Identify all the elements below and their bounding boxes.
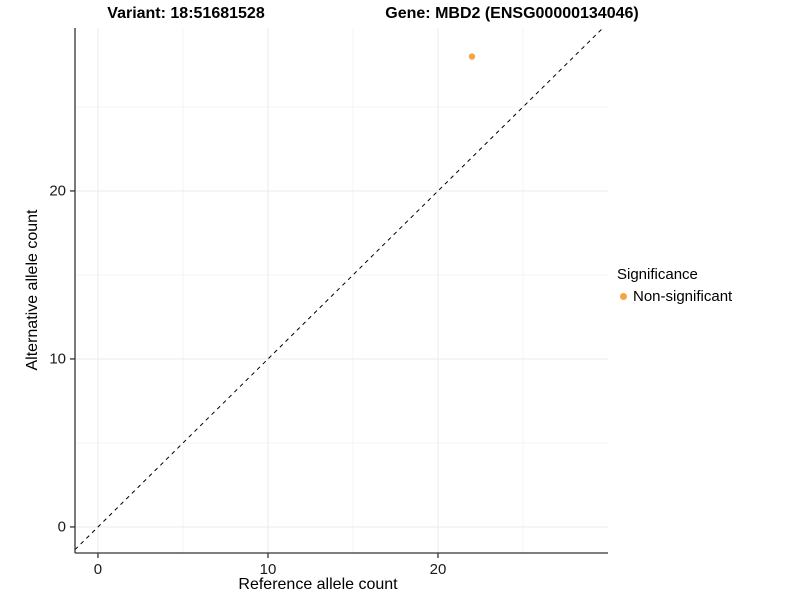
legend-item-label: Non-significant — [633, 288, 733, 305]
y-tick-label: 10 — [49, 350, 66, 368]
legend: Significance Non-significant — [617, 266, 732, 305]
identity-line — [74, 27, 604, 550]
plot-title-gene: Gene: MBD2 (ENSG00000134046) — [385, 5, 639, 22]
x-tick-label: 0 — [93, 561, 103, 578]
plot-title-variant: Variant: 18:51681528 — [107, 5, 265, 22]
legend-item: Non-significant — [620, 288, 732, 305]
y-axis-title: Alternative allele count — [24, 209, 41, 371]
legend-swatch-icon — [620, 293, 627, 300]
y-tick-label: 20 — [49, 182, 66, 200]
data-point — [468, 53, 476, 60]
x-tick-label: 20 — [429, 561, 447, 578]
legend-items: Non-significant — [617, 288, 732, 305]
y-tick-label: 0 — [57, 518, 66, 536]
legend-title: Significance — [617, 266, 698, 283]
x-axis-title: Reference allele count — [238, 576, 398, 593]
x-tick-label: 10 — [259, 561, 277, 578]
